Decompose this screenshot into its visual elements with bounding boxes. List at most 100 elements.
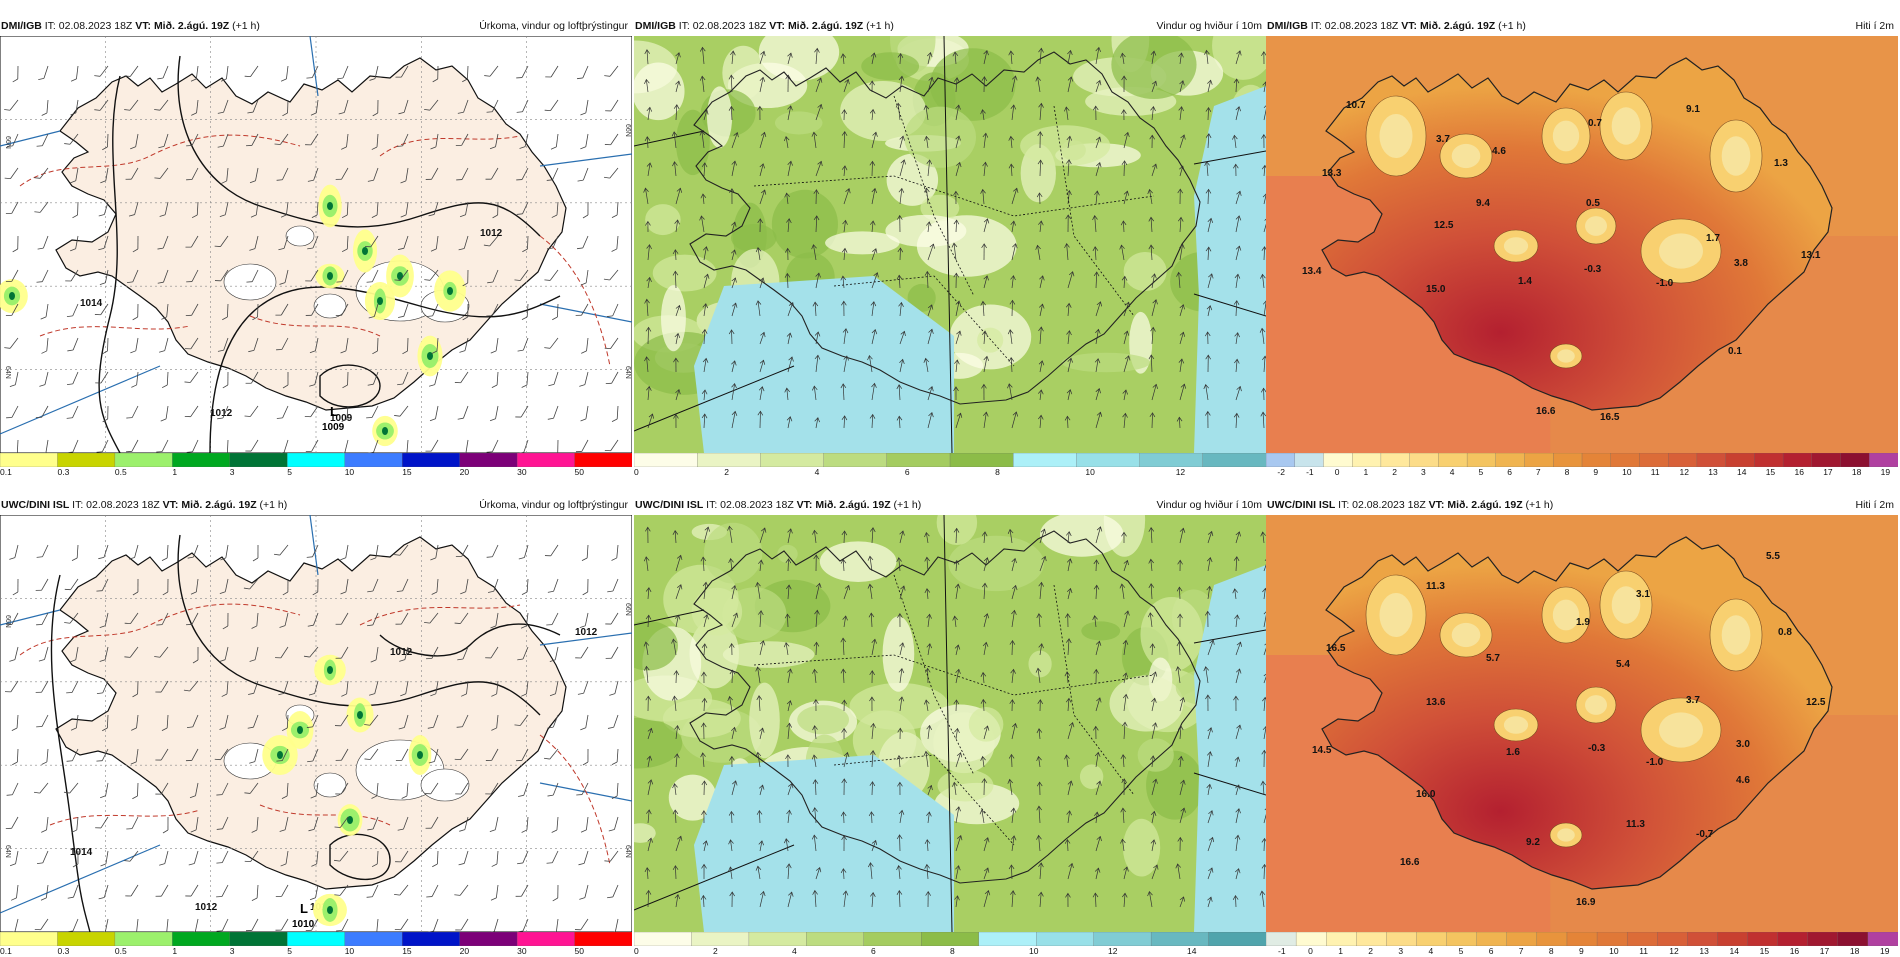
precip-colorbar-swatch [460,453,518,467]
panel-uwc-temp: UWC/DINI ISL IT: 02.08.2023 18Z VT: Mið.… [1266,497,1898,956]
valid-time-label: VT: [769,20,785,32]
lead-time: (+1 h) [894,499,922,511]
valid-time-label: VT: [797,499,813,511]
wind-colorbar [634,453,1266,467]
colorbar-tick-label: 6 [1507,468,1512,477]
wind-map-svg [634,36,1266,453]
temperature-colorbar-swatch [1525,453,1554,467]
temperature-colorbar-swatch [1326,932,1357,946]
wind-colorbar-swatch [1209,932,1266,946]
colorbar-tick-label: 12 [1176,468,1185,477]
temperature-value-label: 3.8 [1734,258,1748,269]
colorbar-tick-label: 13 [1699,947,1708,956]
temperature-value-label: 16.6 [1536,406,1556,417]
wind-colorbar-swatch [824,453,888,467]
colorbar-tick-label: 4 [792,947,797,956]
temperature-value-label: 0.7 [1588,118,1602,129]
temperature-colorbar-swatch [1754,453,1783,467]
colorbar-tick-label: 17 [1823,468,1832,477]
wind-colorbar-swatch [887,453,951,467]
init-time: IT: 02.08.2023 18Z [72,499,160,511]
colorbar-tick-label: 5 [287,468,292,477]
temperature-value-label: 0.1 [1728,346,1742,357]
temperature-value-label: 13.3 [1322,168,1342,179]
colorbar-tick-label: 6 [871,947,876,956]
temperature-colorbar-swatch [1783,453,1812,467]
temperature-value-label: -1.0 [1646,757,1664,768]
precip-colorbar-swatch [0,932,58,946]
colorbar-tick-label: 6 [1489,947,1494,956]
colorbar-tick-label: 8 [1565,468,1570,477]
colorbar-tick-label: 8 [950,947,955,956]
colorbar-tick-label: 0.3 [58,947,70,956]
colorbar-tick-label: 10 [1085,468,1094,477]
temperature-value-label: 4.6 [1492,146,1506,157]
temperature-colorbar-swatch [1668,453,1697,467]
isobar-label: 1012 [575,627,598,638]
precip-map[interactable]: 10121012101410121010L101066N66N64N64N63N [0,515,632,932]
panel-title: Vindur og hviður í 10m [1157,18,1262,34]
temperature-value-label: 1.4 [1518,276,1532,287]
valid-time-label: VT: [1401,20,1417,32]
temperature-value-label: 11.3 [1626,819,1645,830]
colorbar-tick-label: 18 [1850,947,1859,956]
temperature-value-label: 1.9 [1576,617,1590,628]
valid-time-label: VT: [163,499,179,511]
precip-map[interactable]: 1012101410121009L100966N66N64N64N63N [0,36,632,453]
wind-colorbar-swatch [1076,453,1140,467]
valid-time: Mið. 2.ágú. 19Z [154,20,229,32]
wind-colorbar-swatch [760,453,824,467]
temperature-colorbar-swatch [1352,453,1381,467]
pressure-minimum-label: 1009 [322,422,345,433]
temperature-colorbar-swatch [1639,453,1668,467]
latitude-label: 64N [624,366,631,379]
valid-time: Mið. 2.ágú. 19Z [1447,499,1522,511]
temperature-colorbar-swatch [1296,932,1327,946]
temperature-colorbar-swatch [1597,932,1628,946]
latitude-label: 66N [4,136,11,149]
wind-map[interactable] [634,36,1266,453]
colorbar-tick-label: 1 [172,947,177,956]
colorbar-tick-label: 30 [517,468,526,477]
latitude-label: 64N [624,845,631,858]
temperature-colorbar-swatch [1838,932,1869,946]
precip-colorbar-swatch [575,453,632,467]
wind-map[interactable] [634,515,1266,932]
colorbar-tick-label: 2 [713,947,718,956]
colorbar-tick-label: 20 [460,468,469,477]
temperature-value-label: 16.0 [1416,789,1436,800]
colorbar-tick-label: 8 [1549,947,1554,956]
isobar-label: 1012 [390,647,413,658]
precip-colorbar-swatch [345,453,403,467]
precip-colorbar-swatch [172,453,230,467]
colorbar-tick-label: 6 [905,468,910,477]
temperature-colorbar-swatch [1687,932,1718,946]
valid-time-label: VT: [1429,499,1445,511]
wind-colorbar-swatch [749,932,807,946]
colorbar-tick-label: 4 [1429,947,1434,956]
panel-uwc-precip: UWC/DINI ISL IT: 02.08.2023 18Z VT: Mið.… [0,497,632,956]
temperature-value-label: 3.0 [1736,739,1750,750]
temperature-value-label: 9.2 [1526,837,1540,848]
valid-time: Mið. 2.ágú. 19Z [788,20,863,32]
colorbar-tick-label: 1 [172,468,177,477]
colorbar-tick-label: 50 [575,947,584,956]
colorbar-tick-label: -2 [1277,468,1285,477]
temperature-colorbar-swatch [1266,932,1297,946]
temperature-value-label: -0.7 [1696,829,1714,840]
pressure-minimum-label: 1010 [292,919,315,930]
temperature-value-label: 13.6 [1426,697,1446,708]
temperature-colorbar-swatch [1657,932,1688,946]
temperature-colorbar-swatch [1697,453,1726,467]
precip-colorbar-swatch [460,932,518,946]
colorbar-tick-label: 17 [1820,947,1829,956]
precip-colorbar-swatch [287,932,345,946]
temperature-value-label: 11.3 [1426,581,1445,592]
